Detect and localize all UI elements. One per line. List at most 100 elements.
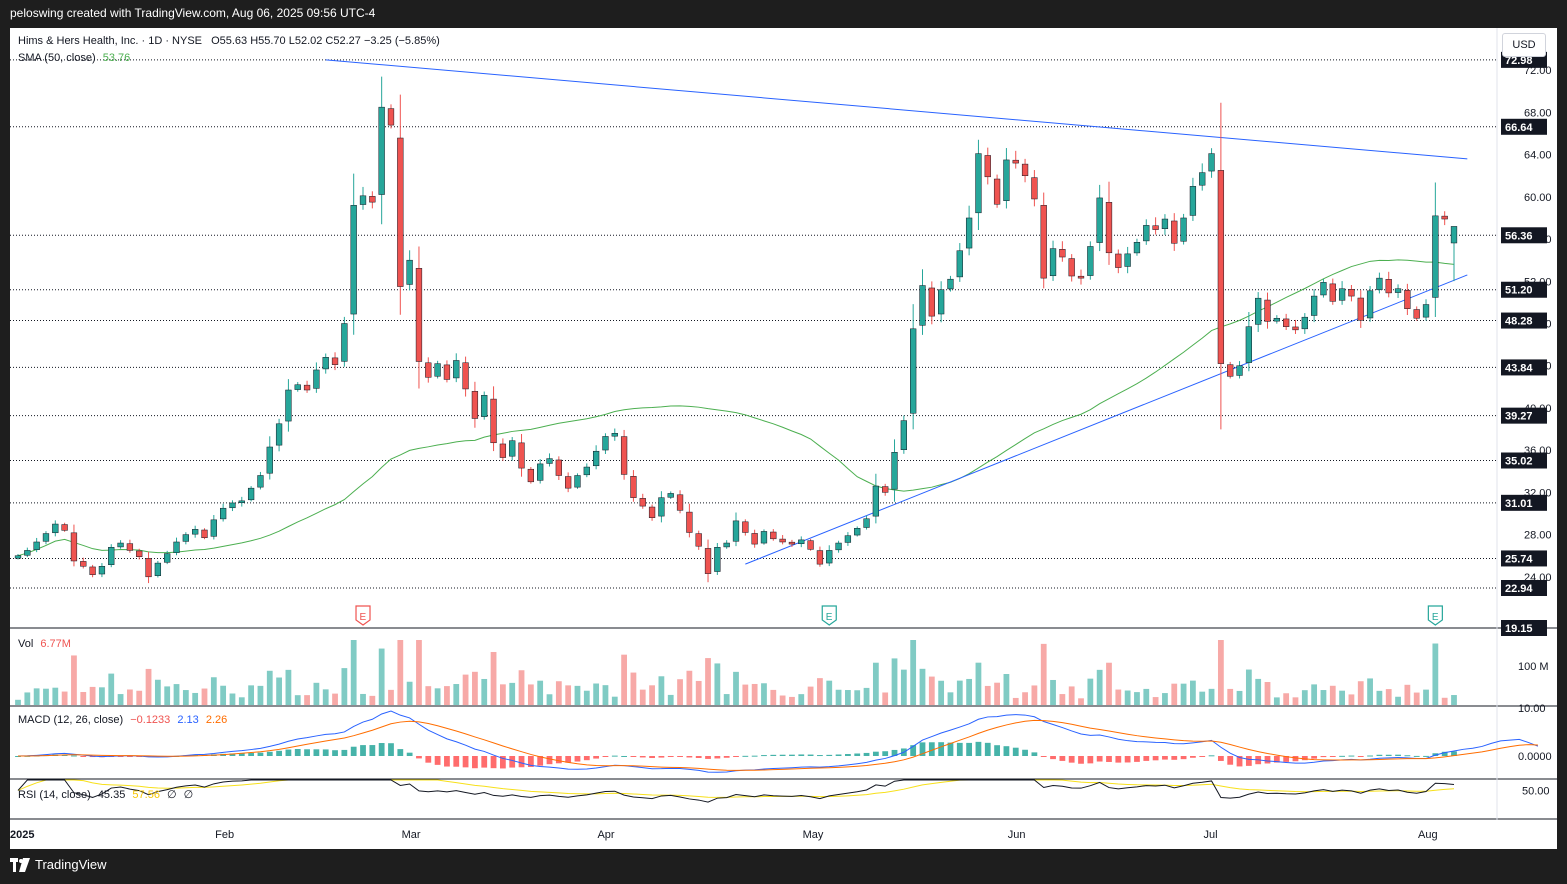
macd-histogram-bar [611,755,618,757]
candle [1320,279,1327,298]
macd-legend[interactable]: MACD (12, 26, close) −0.1233 2.13 2.26 [18,714,227,726]
macd-histogram-bar [807,754,814,756]
candle [1096,184,1103,252]
macd-histogram-bar [677,756,683,757]
volume-bar [499,684,506,705]
macd-histogram-bar [835,754,842,756]
candle-body [537,463,544,481]
trendline [325,59,1468,160]
candle [1441,211,1448,226]
chart-panel[interactable]: E E E 24.0028.0032.0036.0040.0044.0048.005… [10,28,1557,849]
macd-histogram-bar [565,756,572,763]
candle [527,466,534,484]
macd-histogram-bar [499,756,506,769]
volume-bar [1190,680,1196,705]
candle-body [1329,283,1336,302]
volume-bar [639,689,646,705]
sma-legend[interactable]: SMA (50, close) 53.76 [18,52,130,64]
macd-histogram-bar [416,756,422,759]
candle-body [592,450,600,467]
candle-body [1189,186,1197,216]
x-axis-label: May [803,829,824,841]
candle [1385,271,1392,298]
macd-histogram-bar [966,742,973,756]
candle [192,525,199,538]
candle [1012,150,1019,169]
candle [1264,292,1271,329]
price-level-box: 35.02 [1501,452,1547,469]
candle [826,545,833,567]
macd-histogram-bar [1376,754,1383,756]
price-tick: 64.00 [1524,150,1552,162]
candle [695,530,702,550]
macd-histogram-bar [1050,756,1056,760]
volume-bar [1311,684,1318,705]
candle-body [835,542,842,551]
volume-bar [994,682,1000,705]
volume-bar [630,672,637,705]
candle-body [1003,159,1010,201]
macd-histogram-bar [518,756,525,768]
macd-histogram-bar [1245,756,1252,766]
macd-histogram-bar [947,742,954,756]
volume-bar [462,674,469,705]
macd-histogram-bar [1096,756,1103,762]
macd-layer [15,710,1539,773]
candle-body [1133,241,1141,254]
candle [1376,272,1383,294]
candle [1124,246,1131,274]
macd-histogram-bar [1264,756,1271,764]
macd-histogram-bar [1292,756,1299,762]
macd-histogram-bar [1395,754,1401,756]
candle [509,437,516,461]
tradingview-logo-icon [10,857,30,872]
macd-histogram-bar [1106,756,1112,762]
volume-bar [89,686,96,705]
candle-body [714,547,721,572]
volume-bar [574,685,581,705]
volume-bar [882,692,889,705]
price-level-label: 66.64 [1505,122,1533,134]
macd-histogram-bar [779,754,786,756]
macd-histogram-bar [602,756,609,757]
candle-body [1394,288,1402,293]
candle-body [70,532,78,562]
macd-histogram-bar [406,752,413,756]
volume-bar [1227,688,1234,705]
candle-body [61,524,68,531]
earnings-marker-icon: E [821,605,837,626]
candle [359,186,367,210]
volume-bar [947,692,954,705]
symbol-name[interactable]: Hims & Hers Health, Inc. · 1D · NYSE [18,35,202,47]
macd-histogram-bar [1152,756,1159,761]
chart-canvas[interactable]: E E E 24.0028.0032.0036.0040.0044.0048.005… [10,28,1557,849]
candle [1171,213,1178,251]
rsi-extra-2: ∅ [183,789,194,801]
volume-legend[interactable]: Vol 6.77M [18,638,71,650]
rsi-legend[interactable]: RSI (14, close) 45.35 57.56 ∅ ∅ [18,788,193,801]
candle-body [863,518,870,528]
volume-bar [910,640,917,705]
volume-bar [201,688,208,705]
candle-body [854,528,861,536]
candle [844,532,852,546]
candle-body [686,511,693,533]
earnings-marker-letter: E [360,612,367,623]
candle [788,539,796,547]
footer-brand[interactable]: TradingView [10,857,107,872]
volume-bar [192,692,199,705]
volume-bar [658,676,665,705]
candle [89,564,96,578]
x-axis-label: Feb [215,829,234,841]
candle [620,429,628,480]
candle-body [490,398,497,444]
candle [1068,254,1075,282]
candle [154,560,162,578]
currency-button[interactable]: USD [1502,33,1546,57]
candle [807,538,814,551]
candle-body [434,363,441,377]
volume-bar [266,670,273,705]
volume-bar [928,676,935,705]
ohlc-values: O55.63 H55.70 L52.02 C52.27 −3.25 (−5.85… [211,35,440,47]
candle-body [1450,226,1458,244]
